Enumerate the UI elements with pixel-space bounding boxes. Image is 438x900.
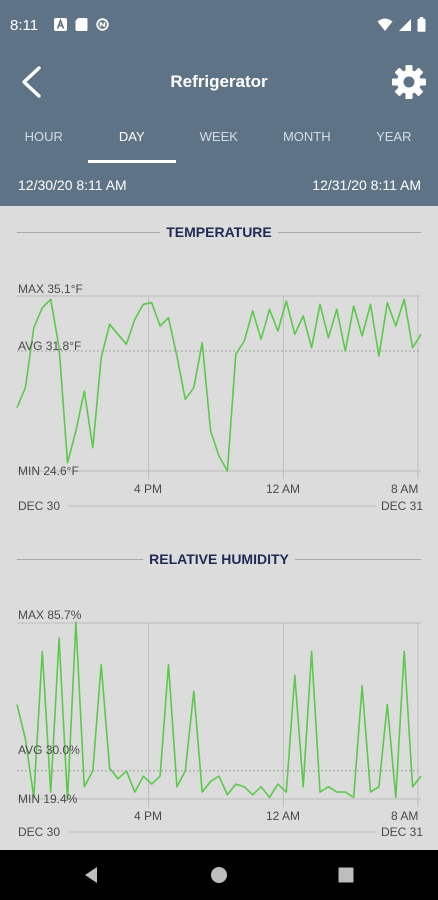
signal-icon bbox=[399, 18, 411, 31]
status-icons-right bbox=[377, 17, 426, 32]
temperature-x-tick-8am: 8 AM bbox=[391, 482, 419, 496]
humidity-max-label: MAX 85.7% bbox=[18, 608, 82, 622]
wifi-icon bbox=[377, 18, 393, 31]
battery-icon bbox=[417, 17, 426, 32]
temperature-x-tick-12am: 12 AM bbox=[266, 482, 301, 496]
status-time: 8:11 bbox=[10, 17, 39, 34]
range-end: 12/31/20 8:11 AM bbox=[312, 177, 421, 193]
tab-year[interactable]: YEAR bbox=[376, 129, 412, 144]
temperature-x-tick-4pm: 4 PM bbox=[134, 482, 163, 496]
tab-month[interactable]: MONTH bbox=[282, 129, 331, 144]
humidity-series-line bbox=[16, 621, 422, 801]
nav-back-icon[interactable] bbox=[80, 864, 102, 886]
period-tabs: HOUR DAY WEEK MONTH YEAR bbox=[0, 114, 438, 164]
tab-hour[interactable]: HOUR bbox=[24, 129, 63, 144]
no-data-icon bbox=[96, 18, 109, 31]
range-start: 12/30/20 8:11 AM bbox=[18, 177, 127, 193]
status-icons-left bbox=[54, 18, 109, 31]
nav-home-icon[interactable] bbox=[208, 864, 230, 886]
temperature-series-line bbox=[16, 298, 422, 472]
date-range-bar: 12/30/20 8:11 AM 12/31/20 8:11 AM bbox=[0, 164, 438, 206]
back-arrow-icon bbox=[22, 66, 41, 98]
humidity-min-label: MIN 19.4% bbox=[18, 792, 78, 806]
page-title: Refrigerator bbox=[170, 72, 268, 91]
active-tab-indicator bbox=[88, 160, 176, 163]
humidity-avg-label: AVG 30.0% bbox=[18, 743, 80, 757]
temperature-min-label: MIN 24.6°F bbox=[18, 464, 79, 478]
humidity-chart-svg bbox=[16, 621, 422, 833]
humidity-section-title: RELATIVE HUMIDITY bbox=[0, 551, 438, 567]
tab-day[interactable]: DAY bbox=[118, 129, 145, 144]
system-nav-bar bbox=[0, 850, 438, 900]
sd-card-icon bbox=[75, 18, 88, 31]
temperature-section-title: TEMPERATURE bbox=[0, 224, 438, 240]
app-bar: Refrigerator bbox=[0, 50, 438, 114]
a-icon bbox=[54, 18, 67, 31]
humidity-chart: MAX 85.7% AVG 30.0% MIN 19.4% 4 PM 12 AM… bbox=[0, 608, 438, 842]
nav-recents-icon[interactable] bbox=[335, 864, 357, 886]
temperature-chart-svg bbox=[16, 295, 422, 507]
temperature-avg-label: AVG 31.8°F bbox=[18, 339, 82, 353]
temperature-max-label: MAX 35.1°F bbox=[18, 282, 83, 296]
humidity-x-tick-8am: 8 AM bbox=[391, 809, 419, 823]
humidity-x-tick-12am: 12 AM bbox=[266, 809, 301, 823]
humidity-date-start: DEC 30 bbox=[18, 825, 61, 839]
gear-icon bbox=[392, 65, 426, 99]
humidity-title: RELATIVE HUMIDITY bbox=[143, 551, 295, 567]
humidity-date-end: DEC 31 bbox=[381, 825, 424, 839]
back-button[interactable] bbox=[14, 62, 54, 102]
temperature-chart: MAX 35.1°F AVG 31.8°F MIN 24.6°F 4 PM 12… bbox=[0, 282, 438, 514]
humidity-x-tick-4pm: 4 PM bbox=[134, 809, 163, 823]
temperature-date-end: DEC 31 bbox=[381, 499, 424, 513]
tab-week[interactable]: WEEK bbox=[199, 129, 238, 144]
settings-button[interactable] bbox=[390, 63, 428, 101]
temperature-title: TEMPERATURE bbox=[160, 224, 278, 240]
status-bar: 8:11 bbox=[0, 0, 438, 50]
temperature-date-start: DEC 30 bbox=[18, 499, 61, 513]
